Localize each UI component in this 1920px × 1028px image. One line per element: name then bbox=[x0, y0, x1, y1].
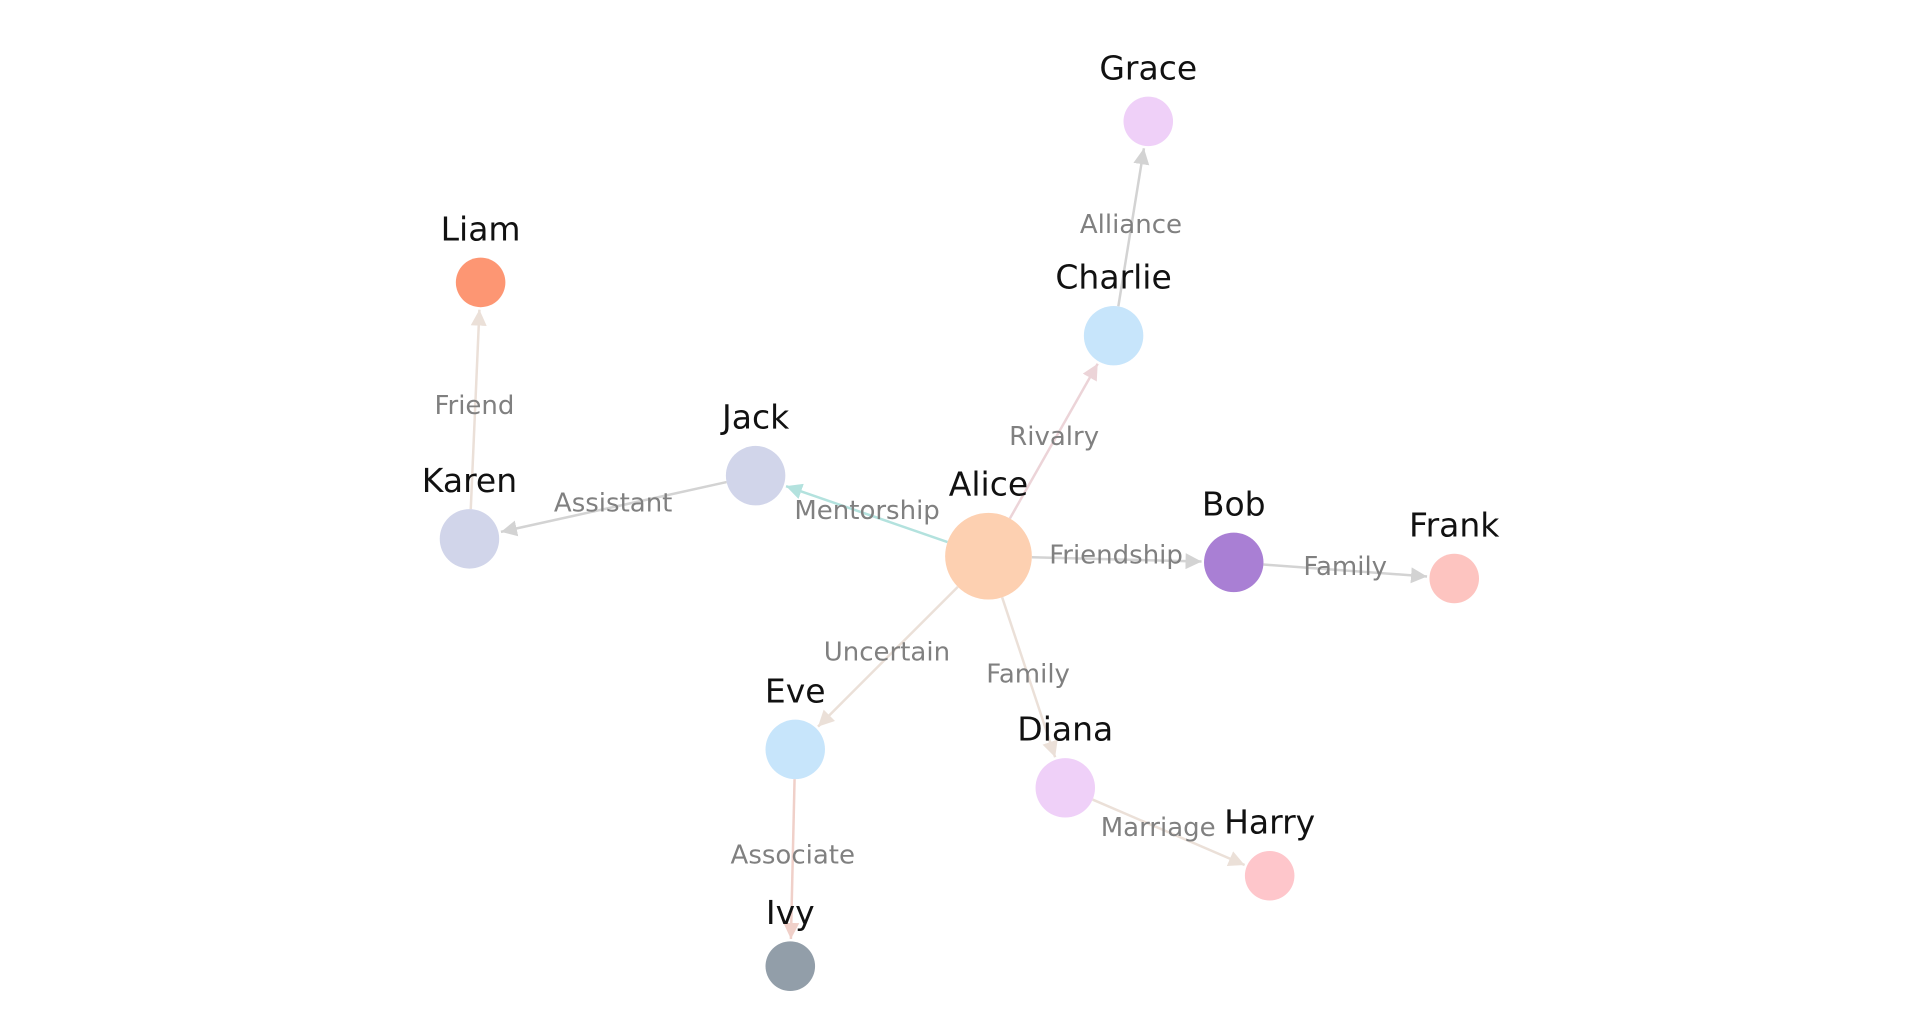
edge-label: Family bbox=[986, 660, 1070, 690]
edge-label: Assistant bbox=[554, 489, 672, 519]
edge-label: Uncertain bbox=[824, 637, 950, 667]
edges bbox=[469, 148, 1428, 939]
node bbox=[439, 509, 500, 569]
edge bbox=[783, 779, 800, 939]
edge-label: Marriage bbox=[1101, 813, 1216, 843]
edge-label: Friendship bbox=[1049, 541, 1183, 571]
node bbox=[455, 257, 506, 308]
labels: Rivalry Alliance Mentorship Assistant Friend… bbox=[422, 48, 1501, 932]
edge-label: Mentorship bbox=[794, 496, 939, 526]
edge bbox=[1000, 596, 1058, 758]
edge-label: Friend bbox=[434, 391, 514, 421]
node bbox=[1204, 532, 1264, 593]
node-label: Frank bbox=[1409, 505, 1500, 544]
edge-label: Associate bbox=[731, 840, 855, 870]
node-label: Eve bbox=[765, 671, 826, 710]
node bbox=[1429, 553, 1480, 604]
node-label: Charlie bbox=[1055, 258, 1171, 297]
edge bbox=[1008, 363, 1099, 520]
edge bbox=[1117, 148, 1150, 307]
node-label: Grace bbox=[1099, 48, 1197, 87]
node bbox=[1083, 305, 1144, 366]
edge bbox=[1092, 798, 1246, 867]
node bbox=[1035, 758, 1096, 818]
node bbox=[725, 445, 786, 506]
node-label: Bob bbox=[1202, 484, 1266, 523]
edge-label: Family bbox=[1303, 552, 1387, 582]
edge-label: Alliance bbox=[1080, 210, 1182, 240]
node bbox=[765, 941, 816, 991]
node bbox=[765, 719, 825, 780]
node-label: Harry bbox=[1224, 803, 1315, 842]
node-label: Jack bbox=[720, 398, 790, 437]
edge bbox=[500, 480, 727, 537]
node bbox=[1244, 850, 1295, 901]
node-label: Karen bbox=[422, 461, 517, 500]
node bbox=[1123, 96, 1174, 147]
node-label: Ivy bbox=[766, 893, 815, 932]
edge bbox=[469, 309, 487, 510]
node bbox=[945, 512, 1032, 600]
edge bbox=[1263, 563, 1428, 584]
nodes bbox=[439, 96, 1480, 991]
node-label: Alice bbox=[949, 464, 1028, 503]
edge-label: Rivalry bbox=[1009, 422, 1099, 452]
node-label: Diana bbox=[1017, 710, 1113, 749]
edge bbox=[817, 585, 959, 728]
edge bbox=[1031, 553, 1202, 570]
edge bbox=[785, 483, 948, 544]
node-label: Liam bbox=[441, 209, 521, 248]
